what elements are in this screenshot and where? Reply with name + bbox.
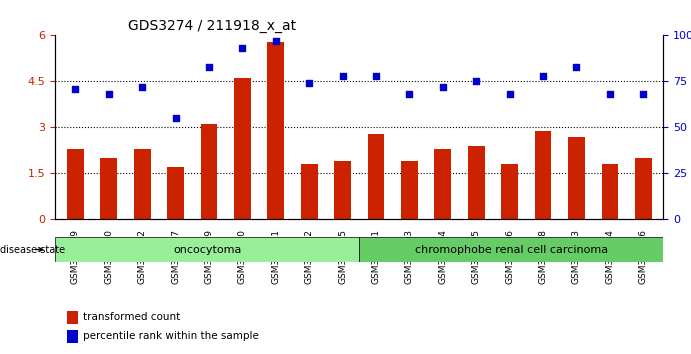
Bar [568, 137, 585, 219]
Point [437, 84, 448, 90]
FancyBboxPatch shape [359, 237, 663, 262]
Bar [200, 124, 218, 219]
Point [571, 64, 582, 69]
Bar [602, 164, 618, 219]
Point [170, 115, 181, 121]
Bar [68, 330, 78, 343]
Point [538, 73, 549, 79]
Bar [68, 311, 78, 324]
Bar [267, 41, 284, 219]
Bar [167, 167, 184, 219]
Point [370, 73, 381, 79]
Text: GDS3274 / 211918_x_at: GDS3274 / 211918_x_at [129, 19, 296, 33]
Text: percentile rank within the sample: percentile rank within the sample [83, 331, 258, 341]
Text: chromophobe renal cell carcinoma: chromophobe renal cell carcinoma [415, 245, 608, 255]
Point [203, 64, 214, 69]
Bar [67, 149, 84, 219]
Point [70, 86, 81, 92]
Bar [234, 78, 251, 219]
Point [504, 91, 515, 97]
Bar [535, 131, 551, 219]
FancyBboxPatch shape [55, 237, 359, 262]
Bar [100, 158, 117, 219]
Bar [368, 133, 384, 219]
Point [337, 73, 348, 79]
Text: oncocytoma: oncocytoma [173, 245, 241, 255]
Point [270, 38, 281, 44]
Point [605, 91, 616, 97]
Point [237, 45, 248, 51]
Bar [301, 164, 318, 219]
Point [638, 91, 649, 97]
Bar [635, 158, 652, 219]
Bar [134, 149, 151, 219]
Point [137, 84, 148, 90]
Text: disease state: disease state [0, 245, 65, 255]
Bar [334, 161, 351, 219]
Point [404, 91, 415, 97]
Point [471, 79, 482, 84]
Bar [501, 164, 518, 219]
Bar [435, 149, 451, 219]
Point [303, 80, 314, 86]
Point [103, 91, 114, 97]
Bar [468, 146, 484, 219]
Text: transformed count: transformed count [83, 312, 180, 322]
Bar [401, 161, 418, 219]
